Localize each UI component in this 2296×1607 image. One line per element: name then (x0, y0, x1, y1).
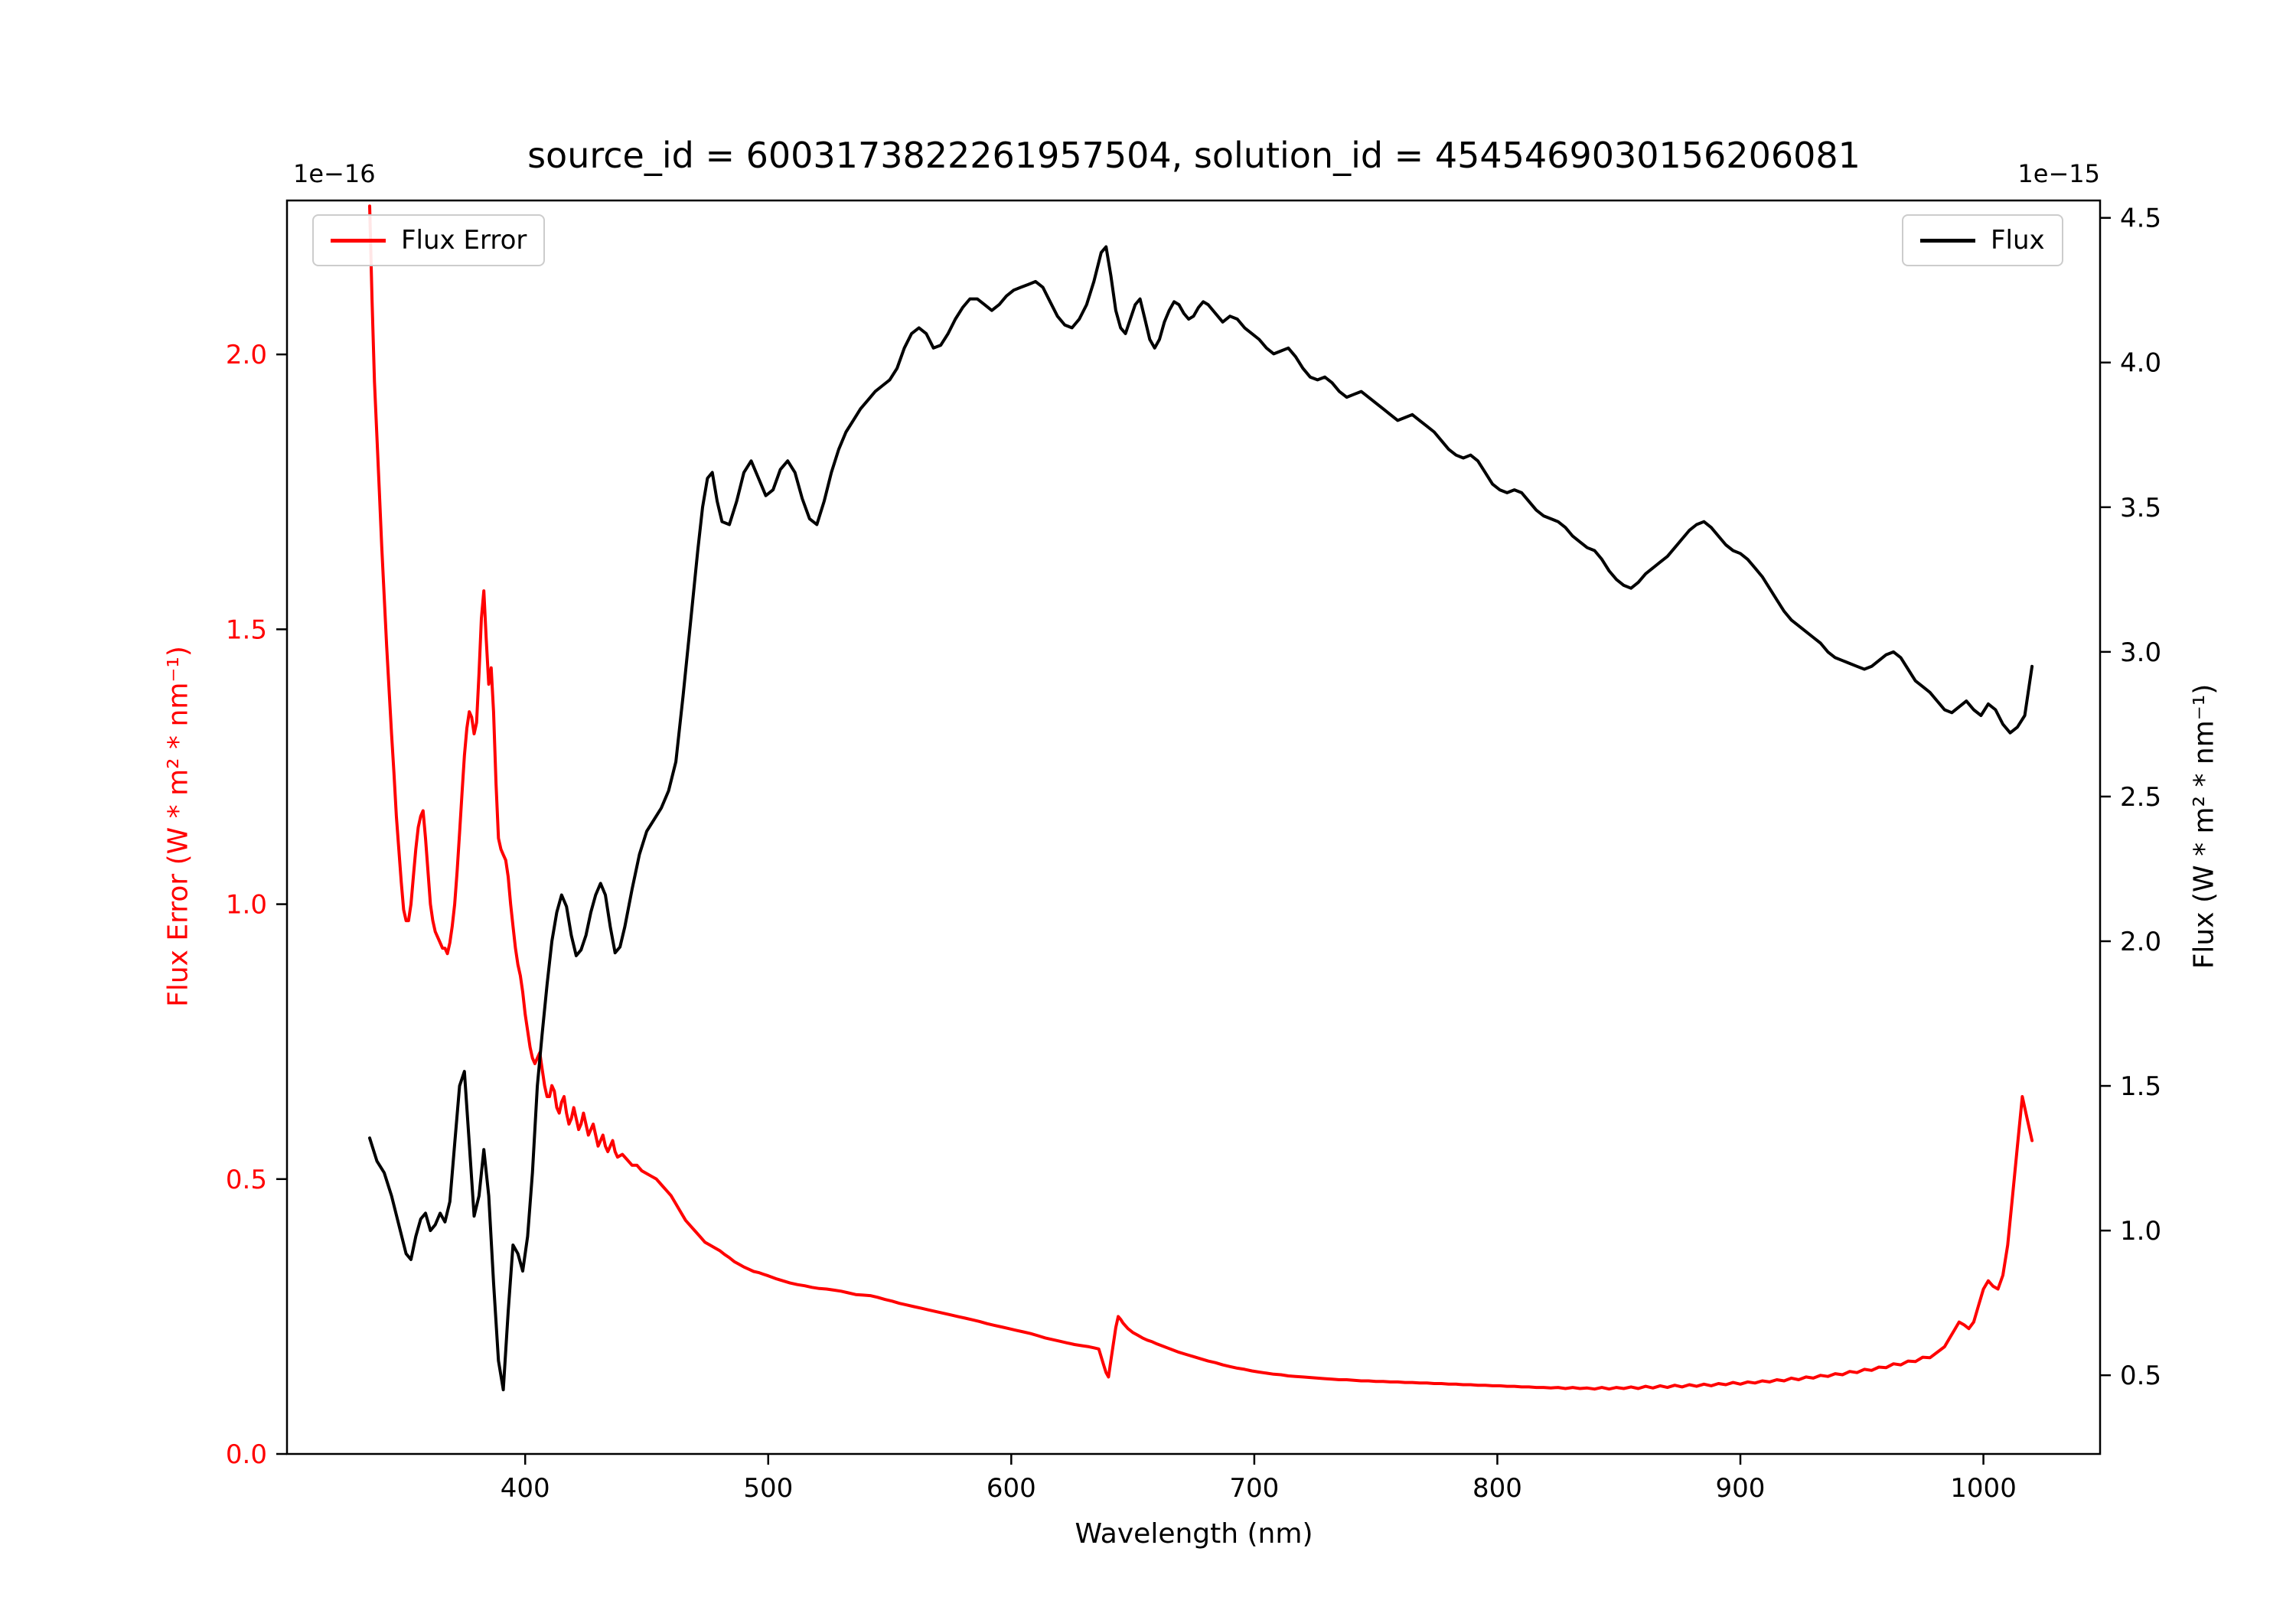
flux-error-line-sample-icon (331, 238, 386, 243)
flux-line-sample-icon (1920, 238, 1975, 243)
right-y-tick-label: 1.5 (2120, 1071, 2161, 1102)
right-axis-offset-text: 1e−15 (2017, 159, 2100, 188)
x-tick-label: 600 (987, 1473, 1036, 1504)
x-tick-label: 700 (1229, 1473, 1279, 1504)
plot-title: source_id = 6003173822261957504, solutio… (527, 135, 1861, 176)
left-y-tick-label: 1.5 (226, 614, 267, 645)
left-y-axis-label: Flux Error (W * m² * nm⁻¹) (162, 646, 194, 1007)
x-tick-label: 400 (501, 1473, 550, 1504)
left-y-tick-label: 0.0 (226, 1439, 267, 1470)
x-axis-label: Wavelength (nm) (1075, 1518, 1313, 1550)
right-y-tick-label: 4.0 (2120, 348, 2161, 379)
left-axis-offset-text: 1e−16 (293, 159, 376, 188)
right-y-tick-label: 2.5 (2120, 782, 2161, 813)
x-tick-label: 1000 (1950, 1473, 2017, 1504)
left-y-tick-label: 2.0 (226, 340, 267, 370)
right-y-tick-label: 3.0 (2120, 637, 2161, 668)
flux-curve (368, 245, 2034, 1392)
x-tick-label: 500 (743, 1473, 793, 1504)
right-y-tick-label: 4.5 (2120, 204, 2161, 234)
right-y-tick-label: 2.0 (2120, 927, 2161, 957)
legend-flux: Flux (1902, 214, 2063, 266)
x-tick-label: 900 (1716, 1473, 1766, 1504)
legend-flux-label: Flux (1991, 225, 2045, 256)
right-y-tick-label: 3.5 (2120, 493, 2161, 523)
flux-error-curve (368, 204, 2034, 1391)
axes-frame (285, 199, 2102, 1455)
right-y-axis-label: Flux (W * m² * nm⁻¹) (2188, 683, 2220, 970)
right-y-tick-label: 0.5 (2120, 1361, 2161, 1391)
x-tick-label: 800 (1473, 1473, 1522, 1504)
left-y-tick-label: 1.0 (226, 890, 267, 921)
legend-flux-error: Flux Error (312, 214, 546, 266)
right-y-tick-label: 1.0 (2120, 1216, 2161, 1247)
legend-flux-error-label: Flux Error (401, 225, 527, 256)
left-y-tick-label: 0.5 (226, 1165, 267, 1195)
